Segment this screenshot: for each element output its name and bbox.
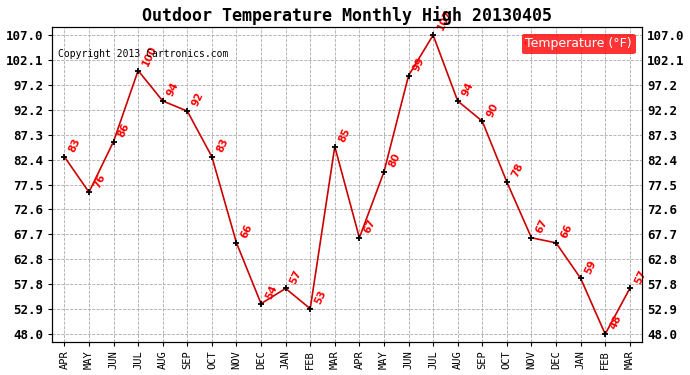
- Text: 76: 76: [92, 172, 107, 189]
- Title: Outdoor Temperature Monthly High 20130405: Outdoor Temperature Monthly High 2013040…: [142, 6, 552, 24]
- Text: 86: 86: [117, 122, 132, 139]
- Text: 90: 90: [485, 101, 500, 118]
- Text: 78: 78: [510, 162, 525, 179]
- Text: 85: 85: [337, 126, 353, 144]
- Text: 67: 67: [534, 217, 549, 235]
- Text: 100: 100: [141, 44, 159, 68]
- Text: 107: 107: [436, 8, 454, 32]
- Text: 94: 94: [460, 81, 475, 98]
- Text: Copyright 2013 Cartronics.com: Copyright 2013 Cartronics.com: [58, 50, 228, 60]
- Text: 59: 59: [584, 258, 598, 276]
- Text: 80: 80: [386, 152, 402, 169]
- Text: 94: 94: [166, 81, 181, 98]
- Text: 83: 83: [67, 136, 82, 154]
- Text: 48: 48: [608, 314, 623, 331]
- Text: 67: 67: [362, 217, 377, 235]
- Text: 83: 83: [215, 136, 230, 154]
- Text: 99: 99: [411, 56, 426, 73]
- Text: 66: 66: [559, 223, 574, 240]
- Text: 66: 66: [239, 223, 255, 240]
- Text: 57: 57: [633, 268, 648, 286]
- Text: 92: 92: [190, 91, 205, 108]
- Text: 54: 54: [264, 284, 279, 301]
- Text: 57: 57: [288, 268, 304, 286]
- Legend: Temperature (°F): Temperature (°F): [522, 34, 635, 54]
- Text: 53: 53: [313, 289, 328, 306]
